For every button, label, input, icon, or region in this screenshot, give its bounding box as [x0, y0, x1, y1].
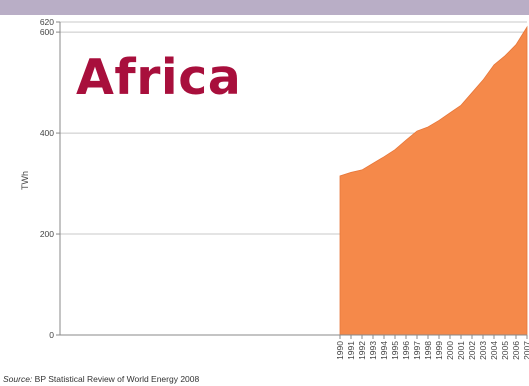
y-tick-label-620: 620: [40, 17, 54, 27]
chart-title: Africa: [76, 49, 242, 106]
x-tick-label-1997: 1997: [412, 341, 422, 360]
x-tick-label-1999: 1999: [434, 341, 444, 360]
x-tick-label-2001: 2001: [456, 341, 466, 360]
x-tick-label-2000: 2000: [445, 341, 455, 360]
y-axis-label: TWh: [20, 171, 30, 190]
x-tick-label-1998: 1998: [423, 341, 433, 360]
x-tick-label-2002: 2002: [467, 341, 477, 360]
area-fill: [339, 25, 528, 336]
x-tick-label-2007: 2007: [522, 341, 529, 360]
x-tick-label-2005: 2005: [500, 341, 510, 360]
x-tick-label-2003: 2003: [478, 341, 488, 360]
source-text: BP Statistical Review of World Energy 20…: [34, 374, 200, 384]
x-tick-label-1993: 1993: [368, 341, 378, 360]
axes: [59, 22, 527, 336]
x-tick-label-1991: 1991: [346, 341, 356, 360]
x-tick-labels: 1990 1991 1992 1993 1994 1995 1996 1997 1998 1999…: [335, 335, 529, 360]
y-tick-label-200: 200: [40, 229, 54, 239]
x-tick-label-2006: 2006: [511, 341, 521, 360]
source-note: Source: BP Statistical Review of World E…: [3, 374, 199, 384]
x-tick-label-1995: 1995: [390, 341, 400, 360]
x-tick-label-1992: 1992: [357, 341, 367, 360]
area-series: [339, 25, 528, 336]
x-tick-label-2004: 2004: [489, 341, 499, 360]
x-tick-label-1990: 1990: [335, 341, 345, 360]
x-tick-label-1996: 1996: [401, 341, 411, 360]
source-label: Source:: [3, 374, 33, 384]
x-tick-label-1994: 1994: [379, 341, 389, 360]
y-tick-label-600: 600: [40, 27, 54, 37]
y-tick-label-0: 0: [49, 330, 54, 340]
y-tick-label-400: 400: [40, 128, 54, 138]
